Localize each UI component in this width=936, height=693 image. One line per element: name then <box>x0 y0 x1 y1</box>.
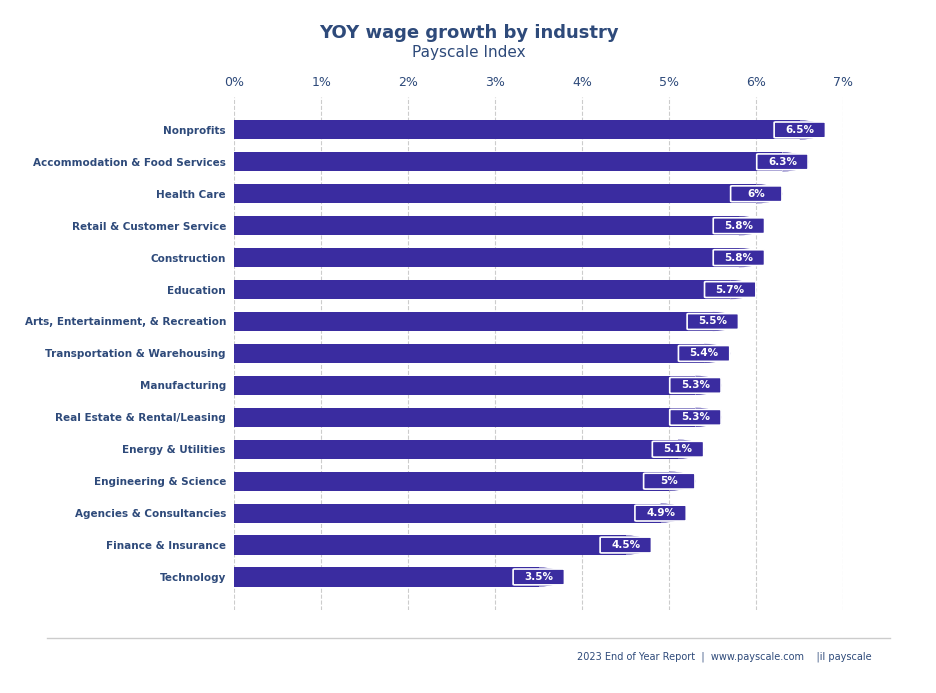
Wedge shape <box>712 312 739 331</box>
Bar <box>234 184 755 203</box>
Wedge shape <box>703 344 729 363</box>
Bar <box>234 471 668 491</box>
FancyBboxPatch shape <box>643 473 695 489</box>
Text: 3.5%: 3.5% <box>524 572 552 582</box>
Text: 4.9%: 4.9% <box>646 508 674 518</box>
Bar <box>234 312 712 331</box>
Wedge shape <box>729 280 755 299</box>
FancyBboxPatch shape <box>686 313 738 329</box>
Text: 5.1%: 5.1% <box>663 444 692 454</box>
FancyBboxPatch shape <box>669 410 721 426</box>
Wedge shape <box>668 471 695 491</box>
FancyBboxPatch shape <box>712 218 764 234</box>
FancyBboxPatch shape <box>513 569 563 585</box>
FancyBboxPatch shape <box>704 281 755 297</box>
FancyBboxPatch shape <box>773 122 825 138</box>
Wedge shape <box>625 536 651 554</box>
FancyBboxPatch shape <box>635 505 685 521</box>
Wedge shape <box>678 439 703 459</box>
FancyBboxPatch shape <box>678 346 729 361</box>
Bar <box>234 439 678 459</box>
Text: 5.3%: 5.3% <box>680 380 709 390</box>
Text: 2023 End of Year Report  |  www.payscale.com    |il payscale: 2023 End of Year Report | www.payscale.c… <box>577 651 870 662</box>
Wedge shape <box>695 407 721 427</box>
Bar <box>234 376 695 395</box>
Text: 5.8%: 5.8% <box>724 253 753 263</box>
Text: 5.8%: 5.8% <box>724 220 753 231</box>
FancyBboxPatch shape <box>756 154 807 170</box>
Text: 6.5%: 6.5% <box>784 125 813 135</box>
Wedge shape <box>782 152 808 171</box>
FancyBboxPatch shape <box>599 537 651 553</box>
Text: 4.5%: 4.5% <box>610 540 639 550</box>
Bar <box>234 344 703 363</box>
Text: 6.3%: 6.3% <box>768 157 796 167</box>
Wedge shape <box>755 184 782 203</box>
FancyBboxPatch shape <box>730 186 782 202</box>
Bar <box>234 152 782 171</box>
FancyBboxPatch shape <box>712 249 764 265</box>
Text: 6%: 6% <box>747 188 765 199</box>
Bar <box>234 280 729 299</box>
Bar <box>234 536 625 554</box>
FancyBboxPatch shape <box>651 441 703 457</box>
Text: YOY wage growth by industry: YOY wage growth by industry <box>318 24 618 42</box>
Wedge shape <box>695 376 721 395</box>
Text: 5%: 5% <box>660 476 678 486</box>
Wedge shape <box>538 568 564 586</box>
Wedge shape <box>660 504 686 523</box>
Wedge shape <box>799 121 825 139</box>
Text: 5.5%: 5.5% <box>697 317 726 326</box>
Bar <box>234 121 799 139</box>
Text: 5.7%: 5.7% <box>715 285 744 295</box>
Bar <box>234 568 538 586</box>
Bar <box>234 216 739 236</box>
Bar <box>234 504 660 523</box>
Bar <box>234 407 695 427</box>
FancyBboxPatch shape <box>669 378 721 394</box>
Text: Payscale Index: Payscale Index <box>411 45 525 60</box>
Wedge shape <box>739 248 764 267</box>
Bar <box>234 248 739 267</box>
Text: 5.3%: 5.3% <box>680 412 709 422</box>
Text: 5.4%: 5.4% <box>689 349 718 358</box>
Wedge shape <box>739 216 764 236</box>
